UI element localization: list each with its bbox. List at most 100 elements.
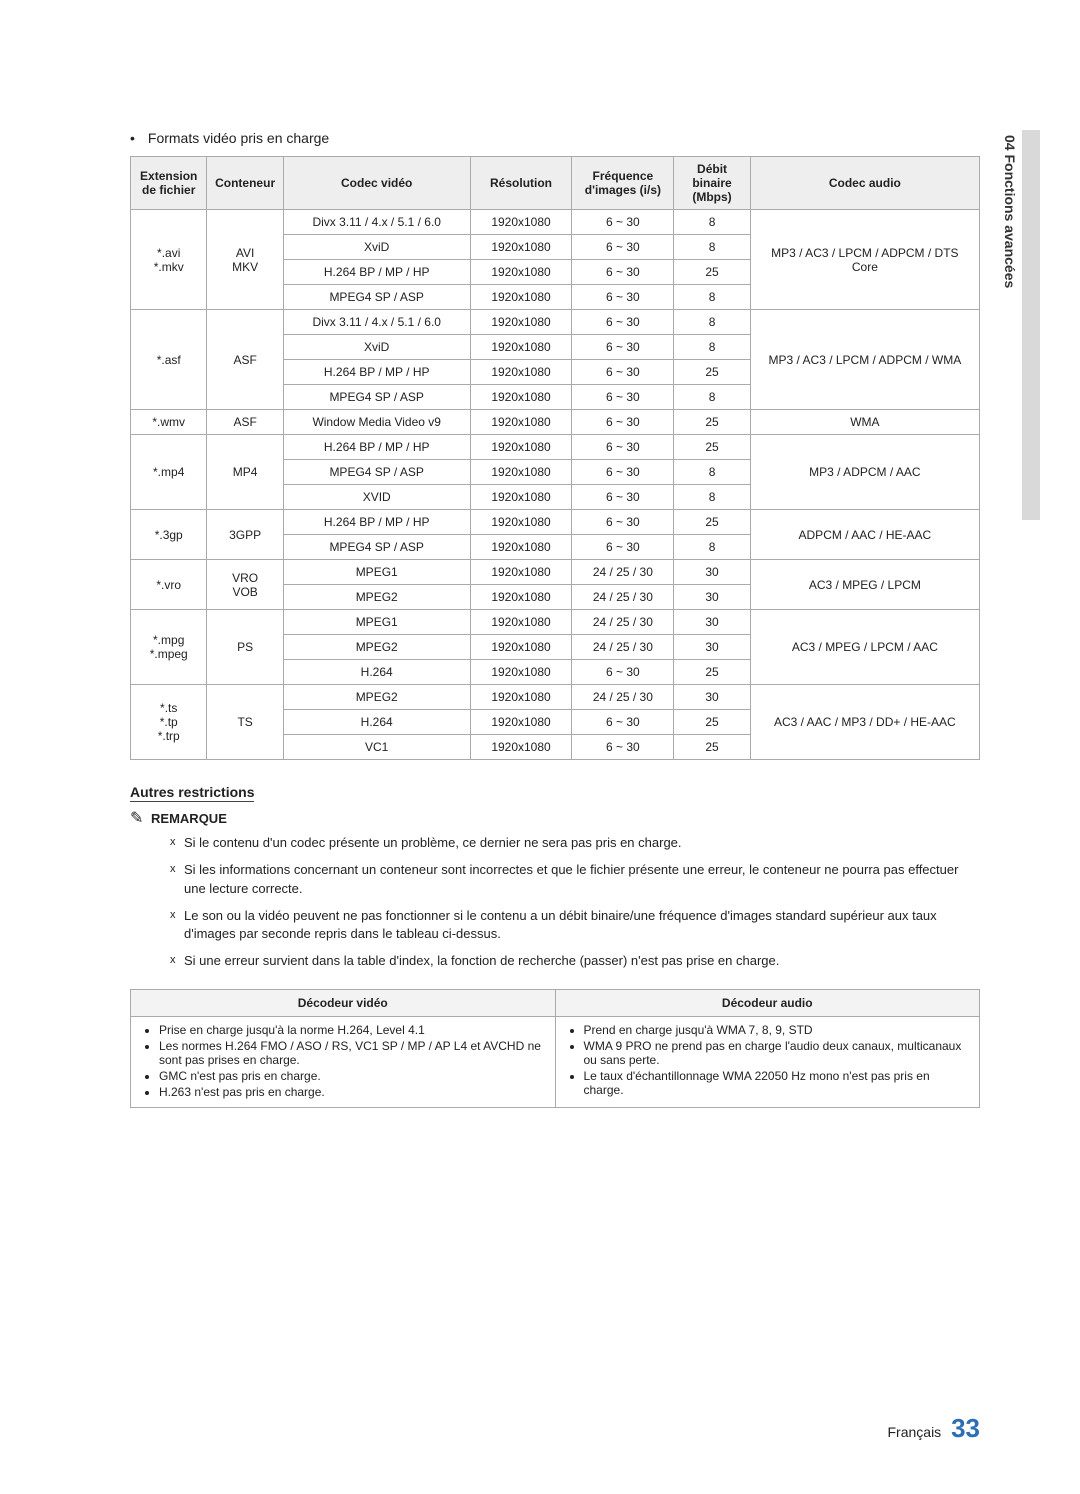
cell-freq: 6 ~ 30 xyxy=(572,710,674,735)
decoder-video-item: Les normes H.264 FMO / ASO / RS, VC1 SP … xyxy=(159,1039,545,1067)
cell-freq: 6 ~ 30 xyxy=(572,260,674,285)
cell-res: 1920x1080 xyxy=(470,285,572,310)
cell-bit: 8 xyxy=(674,210,750,235)
cell-bit: 8 xyxy=(674,310,750,335)
cell-freq: 6 ~ 30 xyxy=(572,435,674,460)
decoder-video-item: Prise en charge jusqu'à la norme H.264, … xyxy=(159,1023,545,1037)
decoders-table: Décodeur vidéo Décodeur audio Prise en c… xyxy=(130,989,980,1108)
decoder-video-item: H.263 n'est pas pris en charge. xyxy=(159,1085,545,1099)
note-item: Si les informations concernant un conten… xyxy=(170,861,980,899)
intro-line: • Formats vidéo pris en charge xyxy=(130,130,980,146)
cell-container: PS xyxy=(207,610,283,685)
th-audio-decoder: Décodeur audio xyxy=(555,990,980,1017)
side-accent-bar xyxy=(1022,130,1040,520)
cell-codec: XviD xyxy=(283,235,470,260)
cell-bit: 25 xyxy=(674,435,750,460)
section-side-label: 04 Fonctions avancées xyxy=(1002,135,1018,288)
cell-res: 1920x1080 xyxy=(470,235,572,260)
cell-freq: 6 ~ 30 xyxy=(572,335,674,360)
cell-res: 1920x1080 xyxy=(470,560,572,585)
cell-res: 1920x1080 xyxy=(470,410,572,435)
cell-ext: *.ts*.tp*.trp xyxy=(131,685,207,760)
note-icon: ✎ xyxy=(130,810,143,827)
cell-codec: MPEG2 xyxy=(283,685,470,710)
note-item: Si une erreur survient dans la table d'i… xyxy=(170,952,980,971)
cell-freq: 6 ~ 30 xyxy=(572,535,674,560)
table-row: *.avi*.mkvAVIMKVDivx 3.11 / 4.x / 5.1 / … xyxy=(131,210,980,235)
cell-container: TS xyxy=(207,685,283,760)
cell-audio: MP3 / ADPCM / AAC xyxy=(750,435,979,510)
cell-audio: AC3 / MPEG / LPCM xyxy=(750,560,979,610)
cell-freq: 24 / 25 / 30 xyxy=(572,560,674,585)
cell-bit: 30 xyxy=(674,560,750,585)
cell-codec: MPEG2 xyxy=(283,585,470,610)
cell-codec: H.264 BP / MP / HP xyxy=(283,360,470,385)
cell-bit: 25 xyxy=(674,660,750,685)
cell-container: MP4 xyxy=(207,435,283,510)
cell-bit: 8 xyxy=(674,460,750,485)
cell-bit: 30 xyxy=(674,635,750,660)
cell-audio: ADPCM / AAC / HE-AAC xyxy=(750,510,979,560)
cell-res: 1920x1080 xyxy=(470,735,572,760)
decoder-audio-item: WMA 9 PRO ne prend pas en charge l'audio… xyxy=(584,1039,970,1067)
cell-bit: 8 xyxy=(674,485,750,510)
cell-codec: XviD xyxy=(283,335,470,360)
audio-decoder-cell: Prend en charge jusqu'à WMA 7, 8, 9, STD… xyxy=(555,1017,980,1108)
cell-freq: 6 ~ 30 xyxy=(572,735,674,760)
table-row: *.ts*.tp*.trpTSMPEG21920x108024 / 25 / 3… xyxy=(131,685,980,710)
cell-bit: 8 xyxy=(674,385,750,410)
decoder-video-item: GMC n'est pas pris en charge. xyxy=(159,1069,545,1083)
cell-container: ASF xyxy=(207,410,283,435)
note-item: Si le contenu d'un codec présente un pro… xyxy=(170,834,980,853)
remarque-line: ✎ REMARQUE xyxy=(130,808,980,828)
cell-audio: AC3 / AAC / MP3 / DD+ / HE-AAC xyxy=(750,685,979,760)
th-container: Conteneur xyxy=(207,157,283,210)
cell-res: 1920x1080 xyxy=(470,460,572,485)
table-row: *.3gp3GPPH.264 BP / MP / HP1920x10806 ~ … xyxy=(131,510,980,535)
cell-res: 1920x1080 xyxy=(470,260,572,285)
decoder-audio-item: Prend en charge jusqu'à WMA 7, 8, 9, STD xyxy=(584,1023,970,1037)
decoder-audio-item: Le taux d'échantillonnage WMA 22050 Hz m… xyxy=(584,1069,970,1097)
cell-freq: 6 ~ 30 xyxy=(572,360,674,385)
th-resolution: Résolution xyxy=(470,157,572,210)
cell-res: 1920x1080 xyxy=(470,610,572,635)
cell-ext: *.wmv xyxy=(131,410,207,435)
cell-freq: 6 ~ 30 xyxy=(572,460,674,485)
cell-container: ASF xyxy=(207,310,283,410)
cell-res: 1920x1080 xyxy=(470,535,572,560)
cell-freq: 6 ~ 30 xyxy=(572,210,674,235)
cell-codec: H.264 BP / MP / HP xyxy=(283,510,470,535)
cell-res: 1920x1080 xyxy=(470,710,572,735)
cell-bit: 30 xyxy=(674,610,750,635)
restrictions-title: Autres restrictions xyxy=(130,784,254,802)
cell-res: 1920x1080 xyxy=(470,485,572,510)
footer-page-number: 33 xyxy=(951,1413,980,1443)
cell-bit: 8 xyxy=(674,235,750,260)
cell-ext: *.3gp xyxy=(131,510,207,560)
cell-res: 1920x1080 xyxy=(470,685,572,710)
cell-bit: 30 xyxy=(674,585,750,610)
cell-freq: 24 / 25 / 30 xyxy=(572,635,674,660)
cell-bit: 25 xyxy=(674,410,750,435)
cell-freq: 6 ~ 30 xyxy=(572,410,674,435)
page-footer: Français 33 xyxy=(888,1413,981,1444)
footer-lang: Français xyxy=(888,1424,942,1440)
cell-freq: 6 ~ 30 xyxy=(572,510,674,535)
cell-codec: MPEG2 xyxy=(283,635,470,660)
cell-ext: *.mp4 xyxy=(131,435,207,510)
note-item: Le son ou la vidéo peuvent ne pas foncti… xyxy=(170,907,980,945)
cell-codec: MPEG4 SP / ASP xyxy=(283,385,470,410)
cell-codec: MPEG4 SP / ASP xyxy=(283,460,470,485)
cell-res: 1920x1080 xyxy=(470,510,572,535)
cell-freq: 6 ~ 30 xyxy=(572,310,674,335)
table-row: *.mpg*.mpegPSMPEG11920x108024 / 25 / 303… xyxy=(131,610,980,635)
cell-codec: Divx 3.11 / 4.x / 5.1 / 6.0 xyxy=(283,210,470,235)
cell-codec: MPEG1 xyxy=(283,560,470,585)
cell-freq: 24 / 25 / 30 xyxy=(572,585,674,610)
cell-codec: XVID xyxy=(283,485,470,510)
cell-res: 1920x1080 xyxy=(470,435,572,460)
th-ext: Extension de fichier xyxy=(131,157,207,210)
cell-ext: *.mpg*.mpeg xyxy=(131,610,207,685)
cell-container: AVIMKV xyxy=(207,210,283,310)
cell-codec: MPEG4 SP / ASP xyxy=(283,285,470,310)
